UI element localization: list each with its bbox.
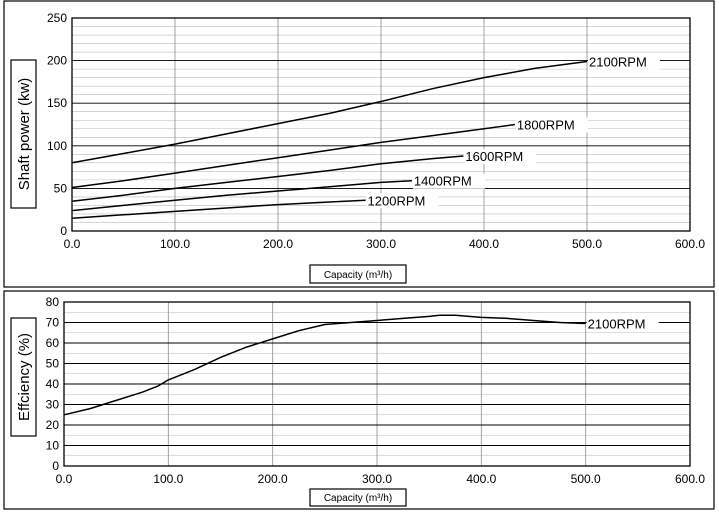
series-line-1400rpm	[71, 179, 412, 212]
series-line-1600rpm	[71, 155, 464, 202]
series-label-bg	[515, 117, 588, 133]
y-tick-label: 40	[46, 377, 60, 391]
series-label: 1800RPM	[517, 118, 575, 133]
series-label-bg	[366, 193, 439, 209]
y-tick-label: 60	[46, 336, 60, 350]
efficiency-chart-series: 2100RPM	[63, 314, 659, 416]
x-tick-label: 500.0	[572, 237, 602, 251]
series-label-bg	[464, 149, 537, 165]
x-tick-label: 500.0	[571, 472, 601, 486]
y-tick-label: 80	[46, 295, 60, 309]
efficiency-chart-xlabel-box: Capacity (m³/h)	[309, 488, 407, 507]
y-tick-label: 0	[60, 224, 67, 238]
series-label: 1200RPM	[368, 193, 426, 208]
series-line-2100rpm	[63, 314, 586, 416]
series-label-bg	[588, 54, 660, 70]
x-tick-label: 100.0	[160, 237, 190, 251]
series-label: 1400RPM	[414, 174, 472, 189]
x-tick-label: 0.0	[56, 472, 73, 486]
y-tick-label: 150	[47, 96, 67, 110]
efficiency-chart-ylabel: Effciency (%)	[16, 333, 33, 421]
power-plot-area	[71, 17, 691, 232]
power-chart-xlabel-box: Capacity (m³/h)	[309, 264, 407, 284]
series-line-1200rpm	[71, 199, 366, 219]
efficiency-plot-area	[63, 301, 691, 467]
bottom-panel-frame	[3, 290, 715, 510]
y-tick-label: 70	[46, 316, 60, 330]
x-tick-label: 300.0	[362, 472, 392, 486]
y-tick-label: 50	[54, 181, 68, 195]
power-chart-ylabel: Shaft power (kw)	[16, 78, 33, 191]
y-tick-label: 50	[46, 357, 60, 371]
power-chart-grid	[71, 17, 691, 232]
series-label: 2100RPM	[589, 54, 647, 69]
x-tick-label: 200.0	[258, 472, 288, 486]
series-label: 2100RPM	[588, 317, 646, 332]
series-label-bg	[586, 316, 659, 332]
y-tick-label: 100	[47, 139, 67, 153]
x-tick-label: 300.0	[366, 237, 396, 251]
y-tick-label: 10	[46, 439, 60, 453]
power-chart-xlabel: Capacity (m³/h)	[324, 270, 392, 281]
series-line-1800rpm	[71, 123, 516, 189]
power-chart-ticks: 0 50 100 150 200 250 0.0 100.0 200.0 300.0 400.0 50…	[47, 11, 705, 251]
efficiency-chart-grid	[63, 301, 691, 467]
efficiency-chart-xlabel: Capacity (m³/h)	[324, 493, 392, 504]
series-line-2100rpm	[71, 60, 588, 164]
top-panel-frame	[3, 0, 715, 288]
x-tick-label: 100.0	[153, 472, 183, 486]
x-tick-label: 200.0	[263, 237, 293, 251]
y-tick-label: 30	[46, 398, 60, 412]
series-label-bg	[412, 173, 485, 189]
efficiency-chart-ylabel-box: Effciency (%)	[10, 317, 37, 437]
y-tick-label: 200	[47, 54, 67, 68]
x-tick-label: 400.0	[469, 237, 499, 251]
y-tick-label: 250	[47, 11, 67, 25]
x-tick-label: 400.0	[466, 472, 496, 486]
y-tick-label: 0	[52, 459, 59, 473]
power-chart-ylabel-box: Shaft power (kw)	[10, 59, 37, 209]
series-label: 1600RPM	[465, 149, 523, 164]
x-tick-label: 0.0	[64, 237, 81, 251]
efficiency-chart-ticks: 0 10 20 30 40 50 60 70 80 0.0 100.0 200.0 300.0 400.0…	[46, 295, 706, 486]
power-chart-series: 2100RPM 1800RPM 1600RPM 1400RPM 1200RPM	[71, 54, 660, 219]
y-tick-label: 20	[46, 418, 60, 432]
x-tick-label: 600.0	[675, 472, 705, 486]
x-tick-label: 600.0	[675, 237, 705, 251]
